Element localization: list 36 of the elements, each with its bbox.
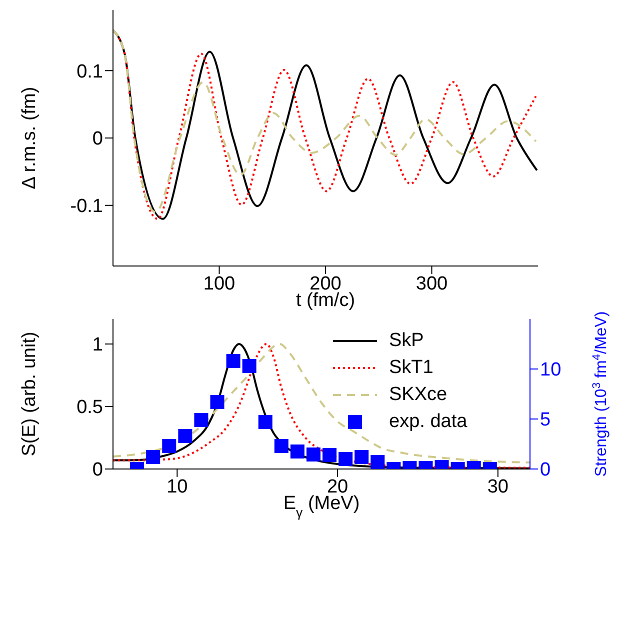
point	[210, 395, 224, 409]
x-tick-label: 300	[416, 273, 448, 294]
y-tick-label: 0.1	[76, 61, 103, 82]
point	[258, 415, 272, 429]
point	[274, 439, 288, 453]
y-axis-title: S(E) (arb. unit)	[19, 332, 40, 456]
point	[370, 455, 385, 469]
y-tick-label: 0.5	[76, 397, 103, 418]
legend-label: exp. data	[389, 410, 468, 432]
point	[290, 444, 304, 458]
x-tick-label: 100	[203, 273, 236, 294]
x-tick-label: 30	[487, 476, 508, 498]
point	[178, 429, 192, 443]
point	[226, 354, 240, 368]
legend-label: SkT1	[389, 356, 434, 378]
y-tick-label: 0	[92, 128, 103, 150]
point	[194, 413, 208, 427]
point	[338, 452, 353, 466]
point	[354, 450, 369, 464]
point	[322, 448, 337, 462]
legend-label: SkP	[389, 330, 424, 352]
y2-tick-label: 0	[540, 460, 551, 481]
point	[146, 450, 160, 464]
y-axis-title: Δ r.m.s. (fm)	[19, 86, 40, 190]
y-tick-label: 1	[92, 334, 103, 356]
point	[306, 448, 320, 462]
y-tick-label: -0.1	[70, 196, 103, 218]
y2-tick-label: 10	[540, 360, 562, 381]
x-axis-title: t (fm/c)	[296, 290, 356, 311]
point	[162, 439, 176, 453]
y-tick-label: 0	[92, 460, 103, 481]
x-tick-label: 10	[166, 476, 188, 498]
y2-tick-label: 5	[540, 410, 551, 431]
point	[242, 359, 256, 373]
x-axis-title: E$_{γ}$ (MeV)	[283, 493, 360, 520]
legend-label: SKXce	[389, 384, 448, 406]
